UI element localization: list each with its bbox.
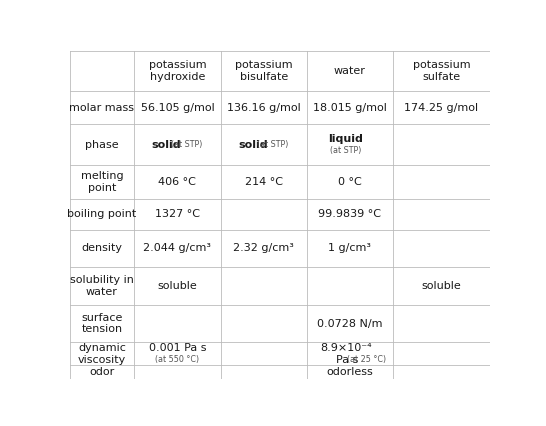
Text: soluble: soluble <box>422 281 461 291</box>
Text: 56.105 g/mol: 56.105 g/mol <box>140 103 214 113</box>
Text: boiling point: boiling point <box>67 209 136 219</box>
Text: (at STP): (at STP) <box>171 140 203 149</box>
Text: 174.25 g/mol: 174.25 g/mol <box>405 103 479 113</box>
Text: solubility in
water: solubility in water <box>70 275 134 297</box>
Text: odorless: odorless <box>327 367 373 377</box>
Text: 2.32 g/cm³: 2.32 g/cm³ <box>233 243 294 253</box>
Text: 8.9×10⁻⁴: 8.9×10⁻⁴ <box>321 343 372 353</box>
Text: 0.001 Pa s: 0.001 Pa s <box>149 343 206 353</box>
Text: potassium
hydroxide: potassium hydroxide <box>149 60 206 82</box>
Text: 406 °C: 406 °C <box>158 177 197 187</box>
Text: melting
point: melting point <box>81 171 123 193</box>
Text: potassium
bisulfate: potassium bisulfate <box>235 60 293 82</box>
Text: dynamic
viscosity: dynamic viscosity <box>78 343 126 365</box>
Text: 1 g/cm³: 1 g/cm³ <box>328 243 371 253</box>
Text: liquid: liquid <box>328 134 363 144</box>
Text: 0 °C: 0 °C <box>338 177 362 187</box>
Text: 99.9839 °C: 99.9839 °C <box>318 209 382 219</box>
Text: solid: solid <box>238 140 268 150</box>
Text: 2.044 g/cm³: 2.044 g/cm³ <box>144 243 211 253</box>
Text: (at STP): (at STP) <box>330 147 361 155</box>
Text: odor: odor <box>90 367 115 377</box>
Text: 1327 °C: 1327 °C <box>155 209 200 219</box>
Text: (at STP): (at STP) <box>257 140 289 149</box>
Text: surface
tension: surface tension <box>81 313 123 334</box>
Text: (at 550 °C): (at 550 °C) <box>156 355 199 364</box>
Text: density: density <box>81 243 122 253</box>
Text: 18.015 g/mol: 18.015 g/mol <box>313 103 387 113</box>
Text: molar mass: molar mass <box>69 103 134 113</box>
Text: (at 25 °C): (at 25 °C) <box>347 355 386 364</box>
Text: Pa s: Pa s <box>336 355 358 365</box>
Text: phase: phase <box>85 140 119 150</box>
Text: potassium
sulfate: potassium sulfate <box>413 60 470 82</box>
Text: 0.0728 N/m: 0.0728 N/m <box>317 319 383 329</box>
Text: water: water <box>334 66 366 76</box>
Text: 214 °C: 214 °C <box>245 177 283 187</box>
Text: 136.16 g/mol: 136.16 g/mol <box>227 103 300 113</box>
Text: soluble: soluble <box>158 281 197 291</box>
Text: solid: solid <box>152 140 181 150</box>
